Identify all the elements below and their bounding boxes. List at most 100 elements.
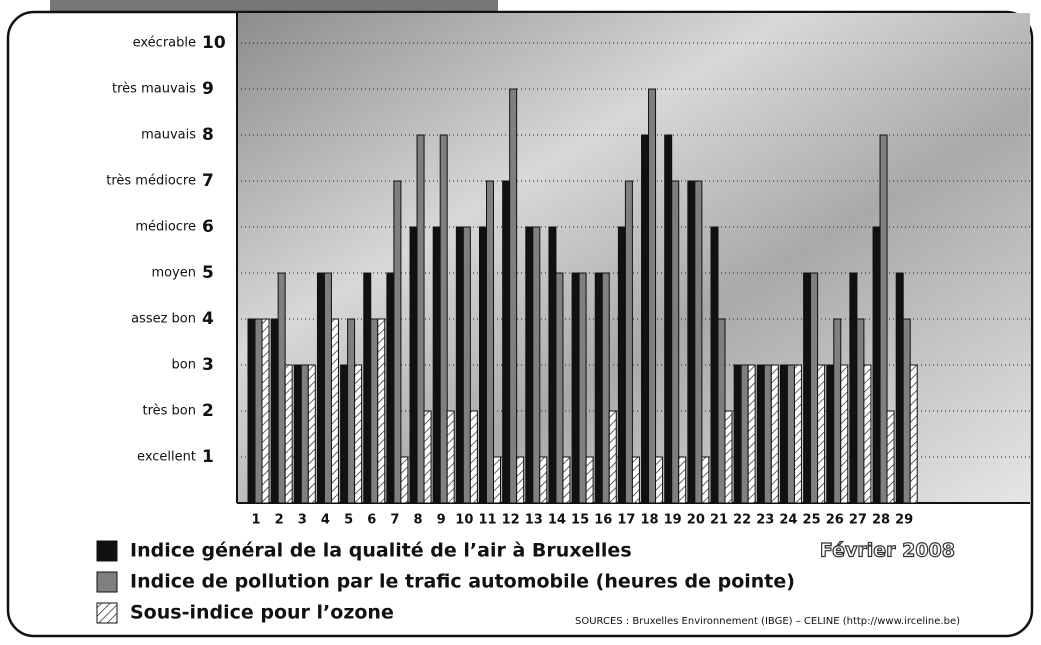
x-tick-label: 4 xyxy=(321,513,330,528)
x-tick-label: 28 xyxy=(872,513,890,528)
x-tick-label: 17 xyxy=(617,513,635,528)
bar xyxy=(672,181,679,503)
bar xyxy=(887,411,894,503)
x-tick-label: 29 xyxy=(895,513,913,528)
bar xyxy=(447,411,454,503)
x-tick-label: 2 xyxy=(275,513,284,528)
x-tick-label: 8 xyxy=(414,513,423,528)
bar xyxy=(549,227,556,503)
bar xyxy=(695,181,702,503)
bar xyxy=(903,319,910,503)
bar xyxy=(804,273,811,503)
bar xyxy=(649,89,656,503)
bar xyxy=(294,365,301,503)
bar xyxy=(410,227,417,503)
bar xyxy=(572,273,579,503)
x-tick-label: 27 xyxy=(849,513,867,528)
bar xyxy=(841,365,848,503)
x-tick-label: 16 xyxy=(594,513,612,528)
bar xyxy=(642,135,649,503)
x-tick-label: 9 xyxy=(437,513,446,528)
y-tick-label: médiocre xyxy=(135,220,196,235)
y-tick-value: 6 xyxy=(202,217,214,237)
x-tick-label: 10 xyxy=(455,513,473,528)
x-tick-label: 7 xyxy=(390,513,399,528)
bar xyxy=(688,181,695,503)
page: {"chart_data": {"type": "bar", "categori… xyxy=(0,0,1041,641)
bar xyxy=(301,365,308,503)
y-tick-value: 2 xyxy=(202,401,214,421)
bar xyxy=(317,273,324,503)
bar xyxy=(780,365,787,503)
bar xyxy=(248,319,255,503)
bar xyxy=(278,273,285,503)
bar xyxy=(586,457,593,503)
bar xyxy=(665,135,672,503)
bar xyxy=(348,319,355,503)
bar xyxy=(787,365,794,503)
y-tick-value: 7 xyxy=(202,171,214,191)
y-tick-value: 5 xyxy=(202,263,214,283)
y-tick-label: très médiocre xyxy=(106,174,196,189)
bar xyxy=(526,227,533,503)
bar xyxy=(896,273,903,503)
bar xyxy=(556,273,563,503)
bar xyxy=(517,457,524,503)
y-tick-label: très bon xyxy=(142,404,196,419)
x-tick-label: 5 xyxy=(344,513,353,528)
bar xyxy=(262,319,269,503)
bar xyxy=(503,181,510,503)
y-tick-label: assez bon xyxy=(131,312,196,327)
bar xyxy=(880,135,887,503)
bar xyxy=(355,365,362,503)
x-tick-label: 19 xyxy=(664,513,682,528)
legend-swatch xyxy=(97,541,117,561)
bar xyxy=(595,273,602,503)
bar xyxy=(864,365,871,503)
bar xyxy=(771,365,778,503)
y-tick-value: 1 xyxy=(202,447,214,467)
y-tick-value: 9 xyxy=(202,79,214,99)
legend-label: Indice de pollution par le trafic automo… xyxy=(130,571,795,593)
bar xyxy=(494,457,501,503)
x-tick-label: 25 xyxy=(803,513,821,528)
bar xyxy=(341,365,348,503)
bar xyxy=(702,457,709,503)
source: SOURCES : Bruxelles Environnement (IBGE)… xyxy=(575,616,960,627)
bar xyxy=(285,365,292,503)
x-tick-label: 1 xyxy=(251,513,260,528)
bar xyxy=(255,319,262,503)
date-label: Février 2008 xyxy=(820,540,955,562)
bar xyxy=(764,365,771,503)
bar xyxy=(480,227,487,503)
bar xyxy=(424,411,431,503)
y-tick-label: moyen xyxy=(151,266,196,281)
bar xyxy=(794,365,801,503)
bar xyxy=(718,319,725,503)
bar xyxy=(533,227,540,503)
x-tick-label: 24 xyxy=(779,513,797,528)
bar xyxy=(440,135,447,503)
x-tick-label: 18 xyxy=(641,513,659,528)
legend-label: Indice général de la qualité de l’air à … xyxy=(130,540,632,562)
x-tick-label: 21 xyxy=(710,513,728,528)
y-tick-label: excellent xyxy=(137,450,196,465)
x-tick-label: 22 xyxy=(733,513,751,528)
bar xyxy=(487,181,494,503)
bar xyxy=(618,227,625,503)
y-tick-value: 8 xyxy=(202,125,214,145)
bar xyxy=(378,319,385,503)
y-tick-value: 3 xyxy=(202,355,214,375)
bar xyxy=(834,319,841,503)
bar xyxy=(417,135,424,503)
y-tick-label: bon xyxy=(172,358,196,373)
legend-swatch xyxy=(97,603,117,623)
chart: Février 2008 SOURCES : Bruxelles Environ… xyxy=(0,0,1041,641)
bar xyxy=(656,457,663,503)
x-tick-label: 6 xyxy=(367,513,376,528)
bar xyxy=(679,457,686,503)
bar xyxy=(579,273,586,503)
bar xyxy=(711,227,718,503)
bar xyxy=(433,227,440,503)
x-tick-label: 11 xyxy=(478,513,496,528)
